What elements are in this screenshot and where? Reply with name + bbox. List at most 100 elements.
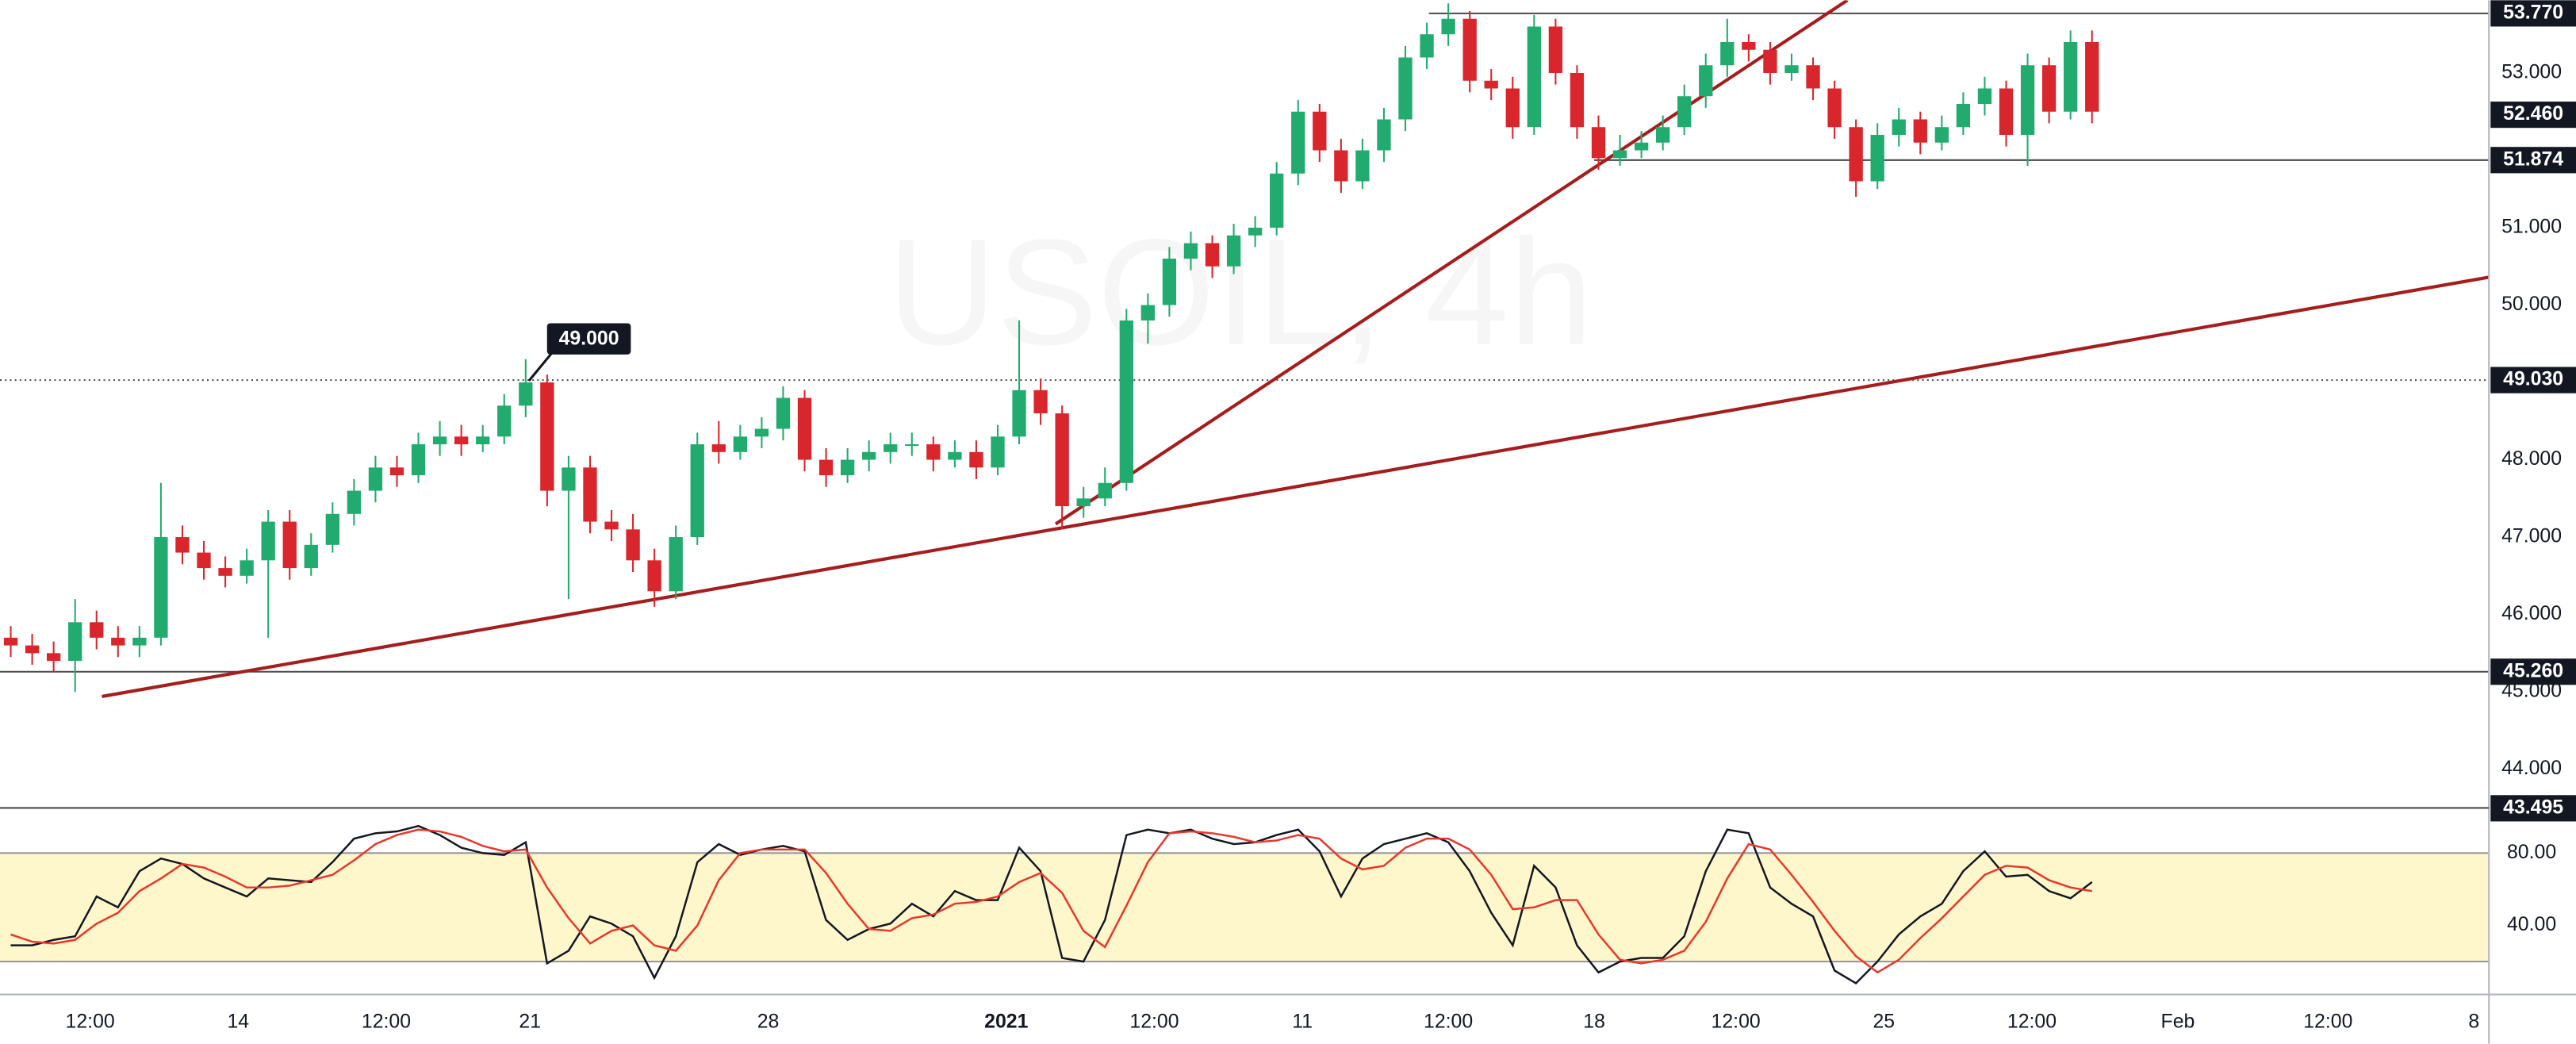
- price-label-box: [2490, 658, 2576, 685]
- candle-body: [1892, 119, 1906, 135]
- y-tick-label: 47.000: [2501, 526, 2562, 547]
- candle-body: [1591, 127, 1606, 159]
- trendline: [102, 275, 2490, 698]
- candle-body: [197, 552, 211, 569]
- candle-body: [733, 436, 748, 452]
- candle-body: [25, 645, 40, 654]
- callout-box: [546, 323, 631, 355]
- candle-body: [347, 490, 362, 514]
- candle-body: [540, 382, 554, 491]
- candle-body: [1634, 142, 1649, 151]
- price-label: 51.874: [2503, 148, 2563, 170]
- candle-body: [1119, 320, 1133, 483]
- candle-body: [389, 467, 404, 476]
- candle-body: [1677, 96, 1692, 128]
- candle-body: [154, 537, 168, 638]
- stochastic-line: [10, 824, 2093, 985]
- candle-body: [1527, 26, 1541, 128]
- candle-body: [1055, 413, 1069, 507]
- candle-body: [991, 436, 1005, 468]
- candle-body: [754, 428, 769, 437]
- candle-body: [711, 444, 726, 452]
- x-tick-label: 18: [1583, 1011, 1605, 1032]
- callout-pointer: [527, 351, 554, 382]
- x-tick-label: 14: [227, 1011, 249, 1032]
- candle-body: [1505, 88, 1520, 128]
- candle-body: [669, 537, 683, 592]
- candle-body: [261, 521, 275, 561]
- price-panel: [0, 0, 2490, 698]
- candle-body: [1441, 18, 1455, 35]
- candle-body: [432, 436, 447, 445]
- candle-body: [2020, 65, 2035, 135]
- candle-body: [1655, 127, 1670, 143]
- x-tick-label: 12:00: [362, 1011, 411, 1032]
- candle-body: [519, 382, 533, 406]
- candle-body: [1098, 482, 1112, 499]
- price-label: 45.260: [2503, 660, 2563, 681]
- price-label: 49.030: [2503, 369, 2563, 390]
- x-tick-label: 12:00: [2007, 1011, 2057, 1032]
- candle-body: [497, 405, 512, 437]
- y-tick-label: 53.000: [2501, 62, 2562, 83]
- candle-body: [1012, 390, 1026, 437]
- candle-body: [1570, 72, 1585, 128]
- candle-body: [240, 560, 254, 576]
- price-label: 43.495: [2503, 796, 2563, 818]
- x-tick-label: 21: [519, 1011, 541, 1032]
- candle-body: [1033, 390, 1048, 414]
- candle-body: [1183, 243, 1198, 259]
- price-label-box: [2490, 0, 2576, 27]
- candle-body: [1462, 18, 1477, 81]
- candle-body: [175, 537, 190, 553]
- candle-body: [647, 560, 661, 592]
- x-tick-label: Feb: [2161, 1011, 2195, 1032]
- price-label: 52.460: [2503, 103, 2563, 125]
- candle-body: [1484, 80, 1498, 89]
- candle-body: [1977, 88, 1992, 104]
- x-tick-label: 25: [1873, 1011, 1895, 1032]
- candle-body: [1870, 134, 1884, 182]
- trendline: [1054, 0, 1849, 526]
- candle-body: [3, 637, 18, 646]
- candle-body: [969, 451, 983, 468]
- x-tick-label: 12:00: [1712, 1011, 1761, 1032]
- candle-body: [1827, 88, 1842, 128]
- candle-body: [218, 568, 232, 576]
- candle-body: [1699, 65, 1713, 97]
- candle-body: [111, 637, 125, 646]
- candle-body: [1420, 34, 1434, 58]
- candle-body: [1270, 173, 1284, 228]
- candle-body: [862, 451, 876, 460]
- candle-body: [68, 622, 82, 662]
- candle-body: [1956, 103, 1971, 128]
- x-tick-label: 12:00: [1424, 1011, 1473, 1032]
- candle-body: [1612, 150, 1627, 159]
- candle-body: [626, 529, 640, 561]
- candle-body: [2064, 41, 2078, 112]
- x-tick-label: 12:00: [66, 1011, 115, 1032]
- candle-body: [884, 444, 898, 452]
- x-tick-label: 12:00: [2303, 1011, 2352, 1032]
- candle-body: [1076, 498, 1091, 507]
- x-tick-label: 12:00: [1129, 1011, 1179, 1032]
- candle-body: [411, 444, 426, 476]
- y-tick-label: 51.000: [2501, 217, 2562, 238]
- price-label-box: [2490, 102, 2576, 129]
- candle-body: [90, 622, 104, 638]
- candle-body: [840, 459, 855, 476]
- candle-body: [46, 653, 61, 662]
- candle-body: [325, 513, 339, 545]
- stochastic-band: [0, 853, 2490, 962]
- candle-body: [562, 467, 576, 491]
- stochastic-panel: [0, 824, 2490, 985]
- x-tick-label: 28: [757, 1011, 780, 1032]
- candle-body: [282, 521, 297, 569]
- x-tick-label: 8: [2468, 1011, 2479, 1032]
- candle-body: [1763, 49, 1777, 73]
- candle-body: [1205, 243, 1220, 267]
- candle-body: [1806, 65, 1820, 89]
- y-tick-label: 44.000: [2501, 758, 2562, 779]
- price-label-box: [2490, 795, 2576, 822]
